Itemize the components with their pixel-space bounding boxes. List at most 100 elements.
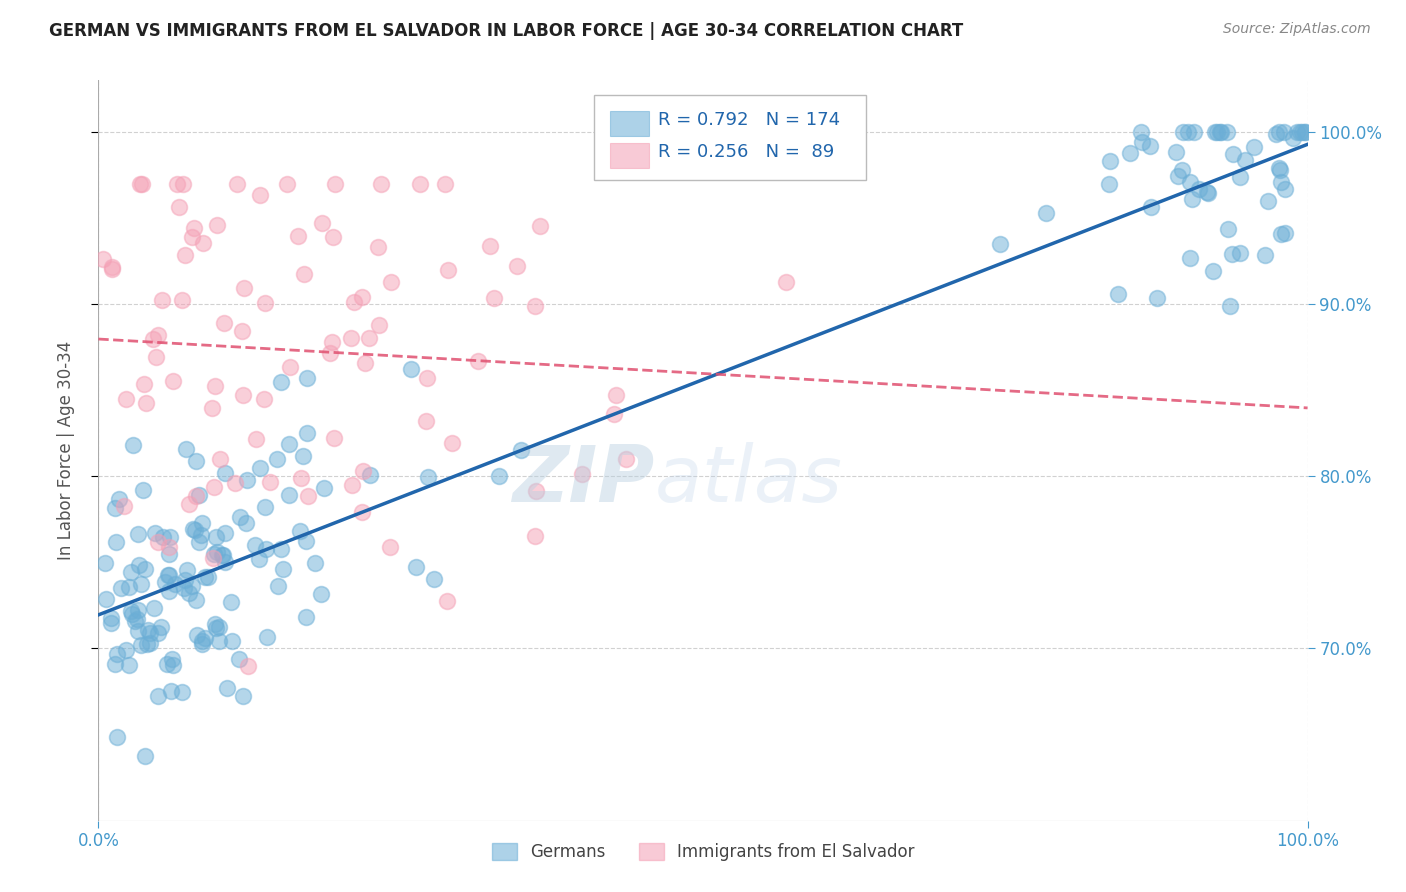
Point	[138, 623, 160, 637]
Point	[174, 248, 197, 262]
Point	[170, 293, 193, 308]
Point	[288, 524, 311, 538]
Point	[177, 586, 200, 600]
Point	[156, 657, 179, 672]
Point	[191, 633, 214, 648]
Point	[163, 577, 186, 591]
Point	[172, 177, 194, 191]
Point	[184, 489, 207, 503]
Point	[212, 548, 235, 562]
Point	[1222, 146, 1244, 161]
Point	[1215, 125, 1237, 139]
Point	[1267, 161, 1289, 175]
Point	[1229, 170, 1251, 185]
Point	[271, 562, 294, 576]
Point	[1265, 127, 1288, 141]
Point	[235, 516, 257, 531]
FancyBboxPatch shape	[610, 111, 648, 136]
Point	[100, 262, 122, 277]
Point	[1197, 186, 1219, 200]
Point	[134, 748, 156, 763]
Point	[370, 177, 392, 191]
Point	[603, 407, 626, 421]
Point	[122, 438, 145, 452]
Point	[399, 361, 422, 376]
Point	[184, 593, 207, 607]
Point	[184, 454, 207, 468]
Point	[422, 572, 444, 586]
Point	[1170, 163, 1192, 178]
Point	[115, 642, 138, 657]
Point	[478, 238, 501, 252]
Point	[202, 480, 225, 494]
Point	[107, 730, 129, 744]
Point	[153, 574, 176, 589]
Point	[110, 581, 132, 595]
Point	[249, 188, 271, 202]
Point	[149, 620, 172, 634]
Point	[1229, 245, 1251, 260]
Point	[350, 505, 373, 519]
Point	[380, 540, 402, 554]
Point	[229, 509, 252, 524]
Point	[1294, 125, 1316, 139]
Point	[1274, 226, 1296, 240]
Point	[193, 235, 215, 250]
Point	[190, 516, 212, 530]
Point	[1286, 125, 1309, 139]
Point	[295, 426, 318, 441]
Point	[236, 658, 259, 673]
Point	[157, 584, 180, 599]
Point	[1253, 248, 1275, 262]
Point	[173, 581, 195, 595]
Point	[1119, 146, 1142, 161]
Point	[1270, 227, 1292, 241]
Point	[319, 346, 342, 360]
Point	[357, 331, 380, 345]
Point	[253, 500, 276, 514]
Point	[145, 350, 167, 364]
Point	[219, 595, 242, 609]
Point	[142, 332, 165, 346]
Point	[118, 658, 141, 673]
Text: ZIP: ZIP	[512, 442, 655, 518]
Point	[226, 177, 249, 191]
Point	[205, 621, 228, 635]
Point	[120, 565, 142, 579]
Point	[228, 651, 250, 665]
Point	[245, 432, 267, 446]
Point	[205, 218, 228, 232]
Point	[1181, 192, 1204, 206]
Point	[127, 624, 149, 638]
Point	[183, 220, 205, 235]
Point	[214, 525, 236, 540]
Point	[304, 556, 326, 570]
Point	[181, 522, 204, 536]
Point	[1270, 175, 1292, 189]
Point	[166, 177, 188, 191]
Point	[124, 615, 146, 629]
Point	[131, 638, 153, 652]
Point	[208, 620, 231, 634]
Point	[191, 637, 214, 651]
Point	[127, 612, 149, 626]
Point	[1222, 246, 1244, 260]
Point	[152, 530, 174, 544]
Point	[194, 570, 217, 584]
Point	[311, 216, 333, 230]
Point	[523, 529, 546, 543]
Point	[173, 573, 195, 587]
Point	[136, 637, 159, 651]
Point	[1035, 206, 1057, 220]
Point	[201, 401, 224, 415]
Point	[339, 331, 361, 345]
Point	[157, 567, 180, 582]
Point	[202, 550, 225, 565]
Point	[143, 526, 166, 541]
Point	[100, 615, 122, 630]
Point	[208, 633, 231, 648]
Point	[190, 528, 212, 542]
Point	[100, 611, 122, 625]
Point	[204, 530, 226, 544]
Point	[415, 414, 437, 428]
